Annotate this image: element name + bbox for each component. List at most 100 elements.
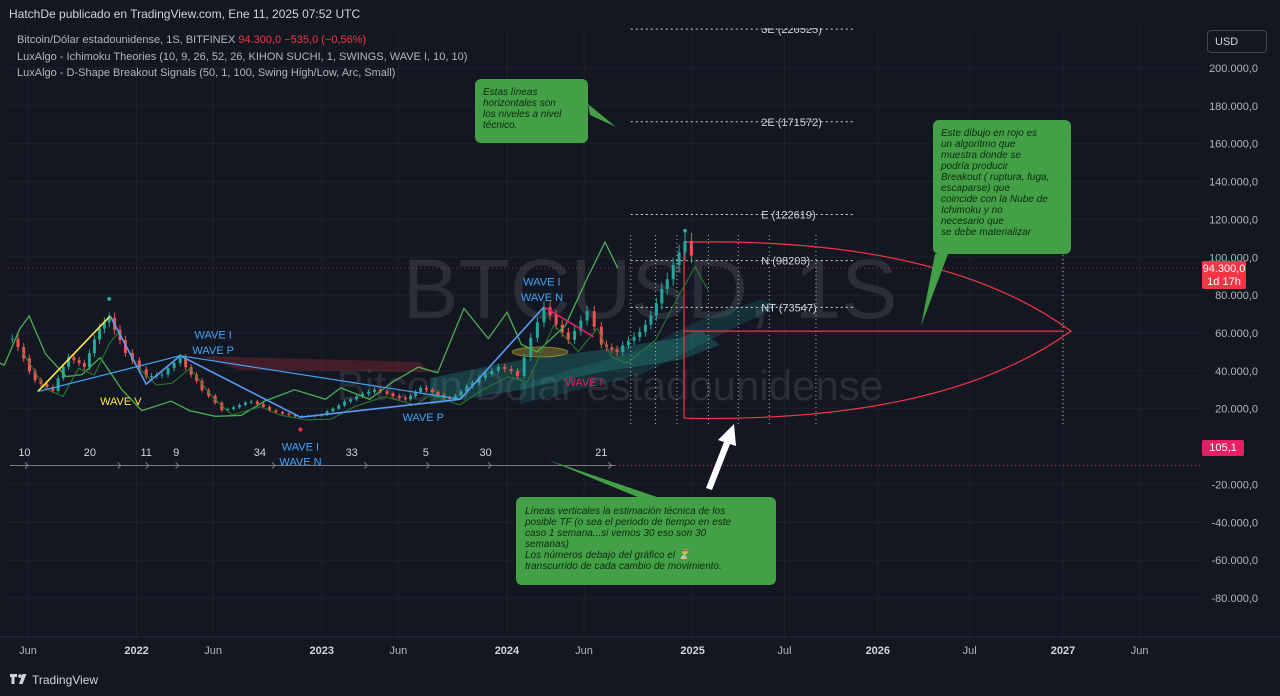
candle-body bbox=[542, 306, 546, 323]
candle-body bbox=[459, 391, 463, 396]
x-tick-label: Jul bbox=[963, 645, 977, 657]
level-label: N (98203) bbox=[761, 256, 810, 268]
lagging-span-line bbox=[0, 240, 619, 417]
candle-body bbox=[373, 389, 377, 392]
candle-body bbox=[207, 390, 211, 396]
y-tick-label: 40.000,0 bbox=[1215, 366, 1258, 378]
candle-body bbox=[123, 340, 127, 353]
level-label: E (122619) bbox=[761, 209, 815, 221]
candle-body bbox=[149, 375, 153, 377]
candle-body bbox=[237, 404, 241, 408]
candle-body bbox=[343, 401, 347, 406]
candle-body bbox=[172, 363, 176, 369]
x-tick-label: 2022 bbox=[124, 645, 148, 657]
y-tick-label: 120.000,0 bbox=[1209, 214, 1258, 226]
candle-body bbox=[430, 389, 434, 393]
x-tick-label: Jun bbox=[204, 645, 222, 657]
candle-body bbox=[51, 386, 55, 391]
candle-body bbox=[268, 406, 271, 411]
candle-body bbox=[385, 391, 389, 394]
candle-body bbox=[355, 396, 359, 400]
y-tick-label: -40.000,0 bbox=[1212, 517, 1258, 529]
candle-body bbox=[82, 363, 86, 367]
candle-body bbox=[677, 252, 681, 266]
price-axis[interactable]: 200.000,0 180.000,0 160.000,0 140.000,0 120.… bbox=[1209, 63, 1258, 605]
currency-button[interactable]: USD bbox=[1207, 30, 1267, 53]
candle-body bbox=[683, 241, 687, 253]
x-tick-label: Jun bbox=[1131, 645, 1149, 657]
last-price-value: 94.300,0 bbox=[1202, 263, 1246, 275]
swing-low-dot bbox=[298, 427, 303, 432]
cloud-bullish-future bbox=[520, 300, 780, 404]
candle-body bbox=[102, 322, 106, 329]
candle-body bbox=[403, 397, 407, 400]
candle-body bbox=[632, 336, 636, 341]
candle-body bbox=[361, 393, 365, 397]
note-vertical-lines[interactable]: Líneas verticales la estimación técnica … bbox=[516, 497, 776, 585]
wave-label: WAVE P bbox=[402, 412, 444, 424]
tradingview-logo-icon bbox=[10, 674, 27, 684]
candle-body bbox=[516, 371, 520, 376]
candle-body bbox=[509, 368, 513, 372]
candle-body bbox=[397, 395, 401, 398]
candle-body bbox=[529, 337, 533, 358]
cloud-bullish bbox=[430, 330, 720, 405]
wave-label: WAVE N bbox=[521, 292, 563, 304]
candle-body bbox=[419, 388, 423, 392]
candle-body bbox=[56, 378, 60, 391]
cycle-marker bbox=[175, 462, 180, 469]
cycle-marker bbox=[364, 462, 369, 469]
cycle-marker bbox=[487, 462, 492, 469]
legend-price: 94.300,0 bbox=[238, 34, 282, 46]
cycle-marker bbox=[425, 462, 431, 469]
candle-body bbox=[367, 391, 371, 394]
cycle-count-label: 11 bbox=[141, 447, 152, 459]
candle-body bbox=[610, 347, 614, 350]
candle-body bbox=[409, 396, 413, 400]
note-arrows bbox=[548, 104, 948, 498]
y-tick-label: -60.000,0 bbox=[1212, 555, 1258, 567]
candle-body bbox=[232, 407, 236, 409]
candle-body bbox=[621, 345, 625, 352]
candle-body bbox=[573, 330, 577, 340]
candle-body bbox=[349, 399, 353, 402]
wave-lines: WAVE V WAVE I WAVE P WAVE I WAVE N WAVE P WAVE… bbox=[10, 277, 1200, 469]
level-label: 2E (171572) bbox=[761, 117, 822, 129]
candle-body bbox=[160, 374, 164, 376]
cycle-marker bbox=[271, 462, 276, 469]
y-tick-label: 20.000,0 bbox=[1215, 404, 1258, 416]
candle-body bbox=[261, 404, 265, 407]
wave-label: WAVE V bbox=[100, 396, 142, 408]
candle-body bbox=[144, 369, 148, 377]
wave-label: WAVE I bbox=[195, 330, 232, 342]
candle-body bbox=[391, 393, 395, 396]
candle-body bbox=[45, 383, 49, 387]
x-tick-label: 2026 bbox=[866, 645, 890, 657]
candle-body bbox=[178, 357, 182, 364]
candle-body bbox=[22, 347, 26, 359]
y-tick-label: -20.000,0 bbox=[1212, 479, 1258, 491]
note-horizontal-levels[interactable]: Estas líneas horizontales son los nivele… bbox=[475, 79, 588, 143]
candle-body bbox=[107, 317, 111, 323]
candle-body bbox=[92, 339, 96, 354]
candle-body bbox=[654, 303, 658, 316]
wave-label: WAVE I bbox=[282, 441, 319, 453]
candle-body bbox=[503, 366, 507, 369]
legend-symbol[interactable]: Bitcoin/Dólar estadounidense, 1S, BITFIN… bbox=[17, 34, 366, 46]
cycle-count-label: 30 bbox=[480, 447, 492, 459]
candle-body bbox=[522, 357, 526, 376]
legend-dshape[interactable]: LuxAlgo - D-Shape Breakout Signals (50, … bbox=[17, 67, 396, 79]
legend-symbol-name: Bitcoin/Dólar estadounidense, 1S, BITFIN… bbox=[17, 34, 236, 46]
note-red-arrow bbox=[921, 254, 948, 326]
candle-body bbox=[605, 344, 609, 348]
candle-body bbox=[671, 265, 675, 280]
cycle-count-label: 33 bbox=[346, 447, 358, 459]
candle-body bbox=[490, 370, 494, 374]
note-red-drawing[interactable]: Este dibujo en rojo es un algoritmo que … bbox=[933, 120, 1071, 254]
cycle-marker bbox=[117, 462, 122, 469]
time-axis[interactable]: Jun 2022 Jun 2023 Jun 2024 Jun 2025 Jul 2026 Jul 20… bbox=[19, 645, 1148, 657]
footer-brand[interactable]: TradingView bbox=[32, 673, 99, 687]
legend-ichimoku[interactable]: LuxAlgo - Ichimoku Theories (10, 9, 26, … bbox=[17, 51, 468, 63]
candle-body bbox=[436, 392, 440, 396]
